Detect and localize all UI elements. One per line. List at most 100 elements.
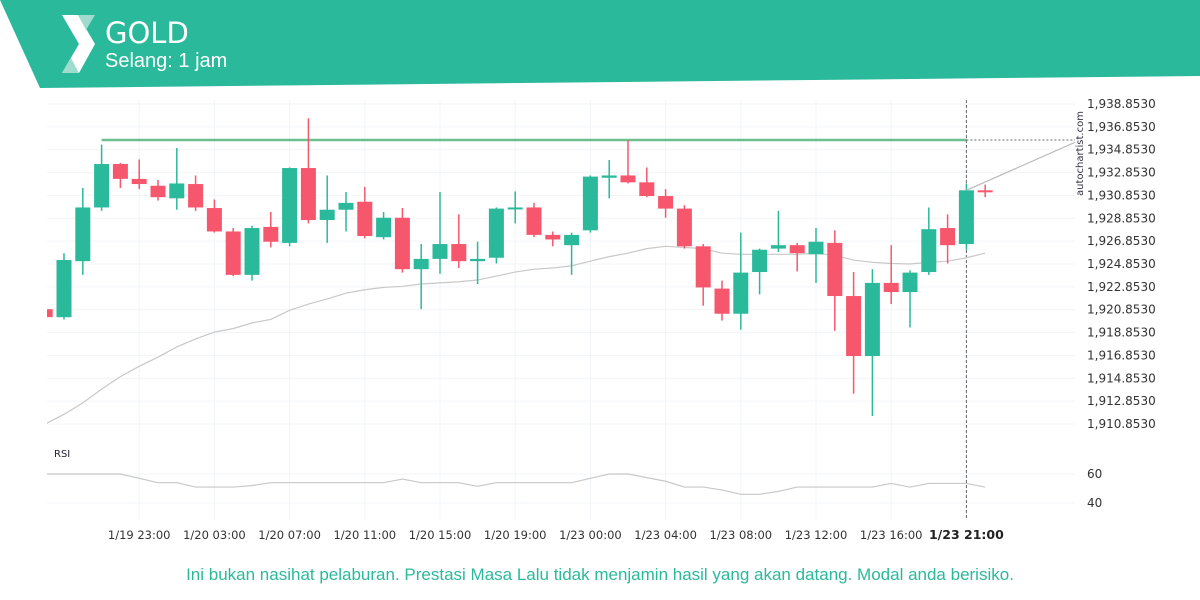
y-tick-label: 1,936.8530	[1087, 120, 1156, 134]
candle	[676, 205, 692, 249]
candle-body	[658, 196, 674, 209]
candle	[620, 140, 636, 184]
candle-body	[864, 282, 880, 357]
x-tick-label: 1/20 03:00	[183, 528, 246, 542]
y-tick-label: 1,914.8530	[1087, 371, 1156, 385]
candle	[526, 202, 542, 238]
x-tick-label: 1/23 04:00	[634, 528, 697, 542]
rsi-tick-label: 60	[1087, 467, 1102, 481]
disclaimer: Ini bukan nasihat pelaburan. Prestasi Ma…	[186, 565, 1014, 584]
candle	[864, 269, 880, 417]
candle-body	[338, 202, 354, 210]
candle	[319, 175, 335, 243]
candle-body	[357, 201, 373, 237]
candle-body	[789, 245, 805, 254]
candle-body	[676, 208, 692, 247]
candle	[131, 159, 147, 190]
candle	[413, 244, 429, 310]
x-tick-label: 1/23 08:00	[709, 528, 772, 542]
candle	[940, 214, 956, 264]
candle	[695, 244, 711, 306]
candle-body	[56, 260, 72, 318]
candle	[977, 184, 993, 198]
candle	[958, 183, 974, 250]
y-tick-label: 1,934.8530	[1087, 143, 1156, 157]
candle	[470, 241, 486, 285]
candle-body	[169, 183, 185, 199]
candle	[300, 118, 316, 224]
candle	[582, 175, 598, 233]
candle	[827, 230, 843, 331]
candle	[507, 191, 523, 224]
candle-body	[432, 244, 448, 259]
candle	[639, 167, 655, 198]
y-tick-label: 1,924.8530	[1087, 257, 1156, 271]
candle	[376, 212, 392, 240]
candle	[206, 199, 222, 233]
candle	[47, 309, 53, 318]
candle-body	[564, 234, 580, 246]
candle-body	[902, 272, 918, 293]
candle-body	[225, 231, 241, 275]
candle	[789, 242, 805, 272]
candle-body	[300, 168, 316, 221]
candle	[263, 212, 279, 248]
y-tick-label: 1,932.8530	[1087, 166, 1156, 180]
candle-body	[470, 258, 486, 262]
candle-body	[206, 208, 222, 232]
candle-body	[714, 288, 730, 314]
candle-body	[827, 242, 843, 297]
candle	[714, 280, 730, 321]
candle-body	[752, 249, 768, 273]
candle-body	[695, 246, 711, 288]
candle-body	[940, 228, 956, 246]
y-tick-label: 1,920.8530	[1087, 303, 1156, 317]
x-tick-label: 1/23 21:00	[929, 527, 1004, 542]
candle-body	[526, 207, 542, 235]
x-tick-label: 1/20 19:00	[484, 528, 547, 542]
candle	[733, 232, 749, 330]
candle-body	[376, 217, 392, 238]
x-tick-label: 1/20 15:00	[409, 528, 472, 542]
candle	[846, 272, 862, 394]
candle	[188, 175, 204, 211]
y-tick-label: 1,922.8530	[1087, 280, 1156, 294]
candle	[883, 245, 899, 305]
candle	[545, 231, 561, 247]
candle-body	[131, 178, 147, 185]
x-tick-label: 1/19 23:00	[108, 528, 171, 542]
candle	[244, 225, 260, 281]
y-tick-label: 1,912.8530	[1087, 394, 1156, 408]
price-chart: 1,938.8530 1,936.8530 1,934.8530 1,932.8530…	[47, 97, 1156, 542]
candle-body	[883, 282, 899, 293]
candle	[394, 208, 410, 273]
candle-body	[639, 182, 655, 197]
candle	[150, 180, 166, 201]
candles	[47, 118, 993, 424]
candle-body	[94, 164, 110, 208]
candle-body	[263, 226, 279, 242]
rsi-label: RSI	[54, 449, 70, 460]
candle	[752, 248, 768, 295]
candle-body	[582, 176, 598, 231]
candle	[338, 192, 354, 232]
symbol-title: GOLD	[105, 16, 189, 50]
candle-body	[601, 175, 617, 178]
x-tick-label: 1/23 00:00	[559, 528, 622, 542]
candle-body	[394, 217, 410, 270]
candle	[75, 188, 91, 275]
candle	[488, 207, 504, 264]
candle-body	[282, 168, 298, 243]
candle-body	[545, 234, 561, 240]
candle	[225, 228, 241, 277]
x-tick-label: 1/20 07:00	[258, 528, 321, 542]
candle	[56, 253, 72, 320]
y-tick-label: 1,930.8530	[1087, 188, 1156, 202]
candle-body	[75, 207, 91, 262]
watermark: autochartist.com	[1075, 111, 1086, 196]
candle-body	[188, 184, 204, 208]
candle	[601, 160, 617, 199]
candle-body	[921, 229, 937, 273]
rsi-line	[47, 473, 986, 495]
candle	[564, 232, 580, 275]
